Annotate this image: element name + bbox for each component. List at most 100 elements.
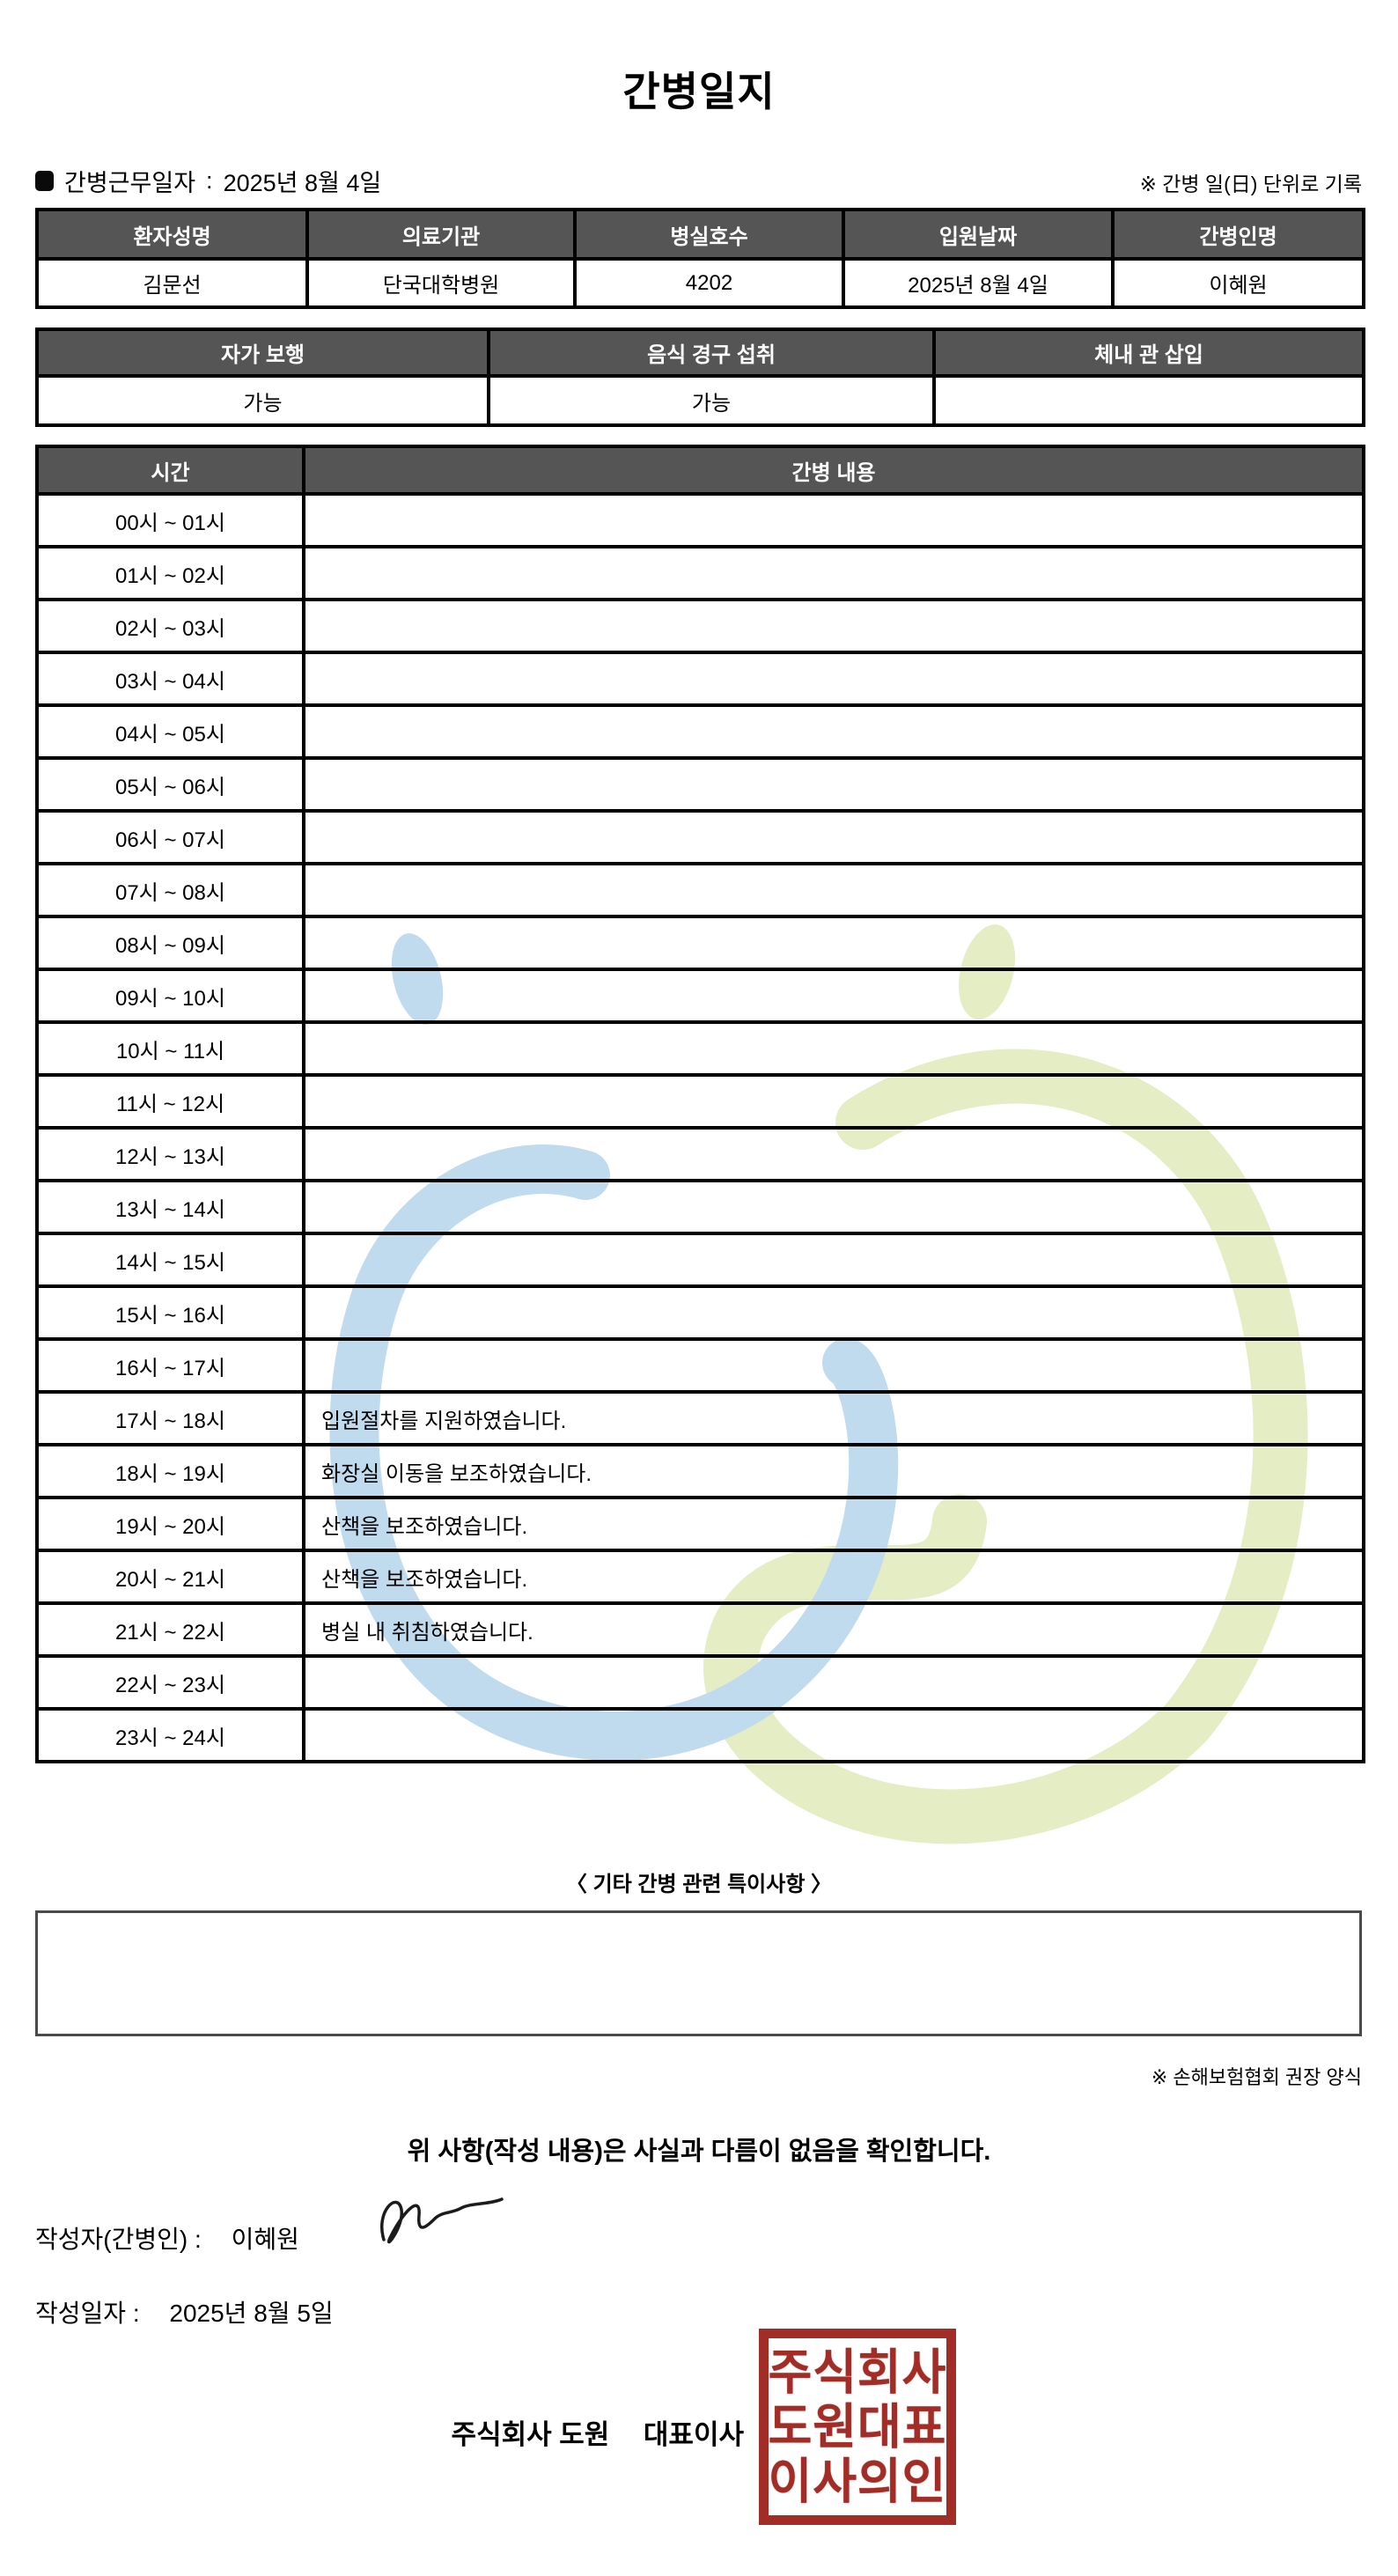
care-content-cell xyxy=(302,1179,1365,1235)
care-content-cell xyxy=(302,492,1365,548)
patient-name-header: 환자성명 xyxy=(35,208,309,261)
care-table-body: 00시 ~ 01시 01시 ~ 02시 02시 ~ 03시 03시 ~ 04시 … xyxy=(35,492,1365,1763)
status-header-row: 자가 보행 음식 경구 섭취 체내 관 삽입 xyxy=(35,328,1365,378)
table-row: 01시 ~ 02시 xyxy=(35,545,1365,601)
time-cell: 14시 ~ 15시 xyxy=(35,1232,305,1288)
admission-date-value: 2025년 8월 4일 xyxy=(842,257,1115,309)
caregiver-name-header: 간병인명 xyxy=(1111,208,1365,261)
care-content-cell xyxy=(302,545,1365,601)
patient-info-table: 환자성명 의료기관 병실호수 입원날짜 간병인명 김문선 단국대학병원 4202… xyxy=(35,208,1365,309)
care-content-cell xyxy=(302,1020,1365,1077)
table-row: 18시 ~ 19시 화장실 이동을 보조하였습니다. xyxy=(35,1443,1365,1499)
care-content-cell xyxy=(302,756,1365,813)
written-date-value: 2025년 8월 5일 xyxy=(169,2300,334,2327)
stamp-line-1: 주식회사 xyxy=(768,2344,947,2400)
table-row: 06시 ~ 07시 xyxy=(35,809,1365,865)
table-row: 19시 ~ 20시 산책을 보조하였습니다. xyxy=(35,1496,1365,1552)
oral-intake-header: 음식 경구 섭취 xyxy=(487,328,936,378)
time-cell: 22시 ~ 23시 xyxy=(35,1654,305,1711)
room-number-value: 4202 xyxy=(573,257,845,309)
medical-institution-value: 단국대학병원 xyxy=(305,257,577,309)
time-cell: 02시 ~ 03시 xyxy=(35,598,305,654)
time-cell: 09시 ~ 10시 xyxy=(35,968,305,1024)
time-cell: 18시 ~ 19시 xyxy=(35,1443,305,1499)
time-cell: 23시 ~ 24시 xyxy=(35,1707,305,1763)
time-cell: 12시 ~ 13시 xyxy=(35,1126,305,1182)
meta-row: 간병근무일자 : 2025년 8월 4일 ※ 간병 일(日) 단위로 기록 xyxy=(35,164,1362,196)
care-content-cell xyxy=(302,598,1365,654)
table-row: 09시 ~ 10시 xyxy=(35,968,1365,1024)
care-header-row: 시간 간병 내용 xyxy=(35,445,1365,496)
time-cell: 07시 ~ 08시 xyxy=(35,862,305,918)
time-cell: 05시 ~ 06시 xyxy=(35,756,305,813)
care-content-cell: 병실 내 취침하였습니다. xyxy=(302,1601,1365,1658)
work-date-colon: : xyxy=(206,167,213,194)
time-cell: 00시 ~ 01시 xyxy=(35,492,305,548)
special-notes-title: 〈 기타 간병 관련 특이사항 〉 xyxy=(565,1873,833,1896)
company-name: 주식회사 도원 xyxy=(451,2419,610,2450)
info-header-row: 환자성명 의료기관 병실호수 입원날짜 간병인명 xyxy=(35,208,1365,261)
table-row: 12시 ~ 13시 xyxy=(35,1126,1365,1182)
ceo-title: 대표이사 xyxy=(643,2419,744,2450)
admission-date-header: 입원날짜 xyxy=(842,208,1115,261)
table-row: 10시 ~ 11시 xyxy=(35,1020,1365,1077)
table-row: 00시 ~ 01시 xyxy=(35,492,1365,548)
care-content-cell: 산책을 보조하였습니다. xyxy=(302,1549,1365,1605)
table-row: 11시 ~ 12시 xyxy=(35,1073,1365,1130)
company-line: 주식회사 도원 대표이사 xyxy=(0,2412,744,2452)
table-row: 23시 ~ 24시 xyxy=(35,1707,1365,1763)
patient-status-table: 자가 보행 음식 경구 섭취 체내 관 삽입 가능 가능 xyxy=(35,328,1365,427)
table-row: 14시 ~ 15시 xyxy=(35,1232,1365,1288)
table-row: 15시 ~ 16시 xyxy=(35,1284,1365,1341)
info-value-row: 김문선 단국대학병원 4202 2025년 8월 4일 이혜원 xyxy=(35,257,1365,309)
tube-insertion-header: 체내 관 삽입 xyxy=(932,328,1365,378)
care-content-cell xyxy=(302,1284,1365,1341)
care-content-cell xyxy=(302,1337,1365,1394)
care-content-cell xyxy=(302,809,1365,865)
table-row: 13시 ~ 14시 xyxy=(35,1179,1365,1235)
care-content-cell xyxy=(302,1707,1365,1763)
time-cell: 16시 ~ 17시 xyxy=(35,1337,305,1394)
time-cell: 15시 ~ 16시 xyxy=(35,1284,305,1341)
writer-name: 이혜원 xyxy=(231,2226,299,2253)
time-cell: 20시 ~ 21시 xyxy=(35,1549,305,1605)
writer-label: 작성자(간병인) xyxy=(35,2226,188,2253)
medical-institution-header: 의료기관 xyxy=(305,208,577,261)
time-cell: 03시 ~ 04시 xyxy=(35,651,305,707)
time-cell: 11시 ~ 12시 xyxy=(35,1073,305,1130)
time-header: 시간 xyxy=(35,445,305,496)
time-cell: 04시 ~ 05시 xyxy=(35,703,305,760)
unit-note: ※ 간병 일(日) 단위로 기록 xyxy=(1139,173,1362,195)
care-content-cell xyxy=(302,651,1365,707)
caregiver-name-value: 이혜원 xyxy=(1111,257,1365,309)
table-row: 08시 ~ 09시 xyxy=(35,915,1365,971)
time-cell: 17시 ~ 18시 xyxy=(35,1390,305,1446)
status-value-row: 가능 가능 xyxy=(35,374,1365,427)
care-content-cell: 산책을 보조하였습니다. xyxy=(302,1496,1365,1552)
caregiver-signature xyxy=(380,2197,504,2244)
work-date-value: 2025년 8월 4일 xyxy=(223,170,382,196)
table-row: 21시 ~ 22시 병실 내 취침하였습니다. xyxy=(35,1601,1365,1658)
care-content-cell: 화장실 이동을 보조하였습니다. xyxy=(302,1443,1365,1499)
time-cell: 01시 ~ 02시 xyxy=(35,545,305,601)
stamp-line-3: 이사의인 xyxy=(768,2454,947,2509)
self-walking-value: 가능 xyxy=(35,374,490,427)
confirmation-statement: 위 사항(작성 내용)은 사실과 다름이 없음을 확인합니다. xyxy=(407,2138,991,2166)
table-row: 22시 ~ 23시 xyxy=(35,1654,1365,1711)
time-cell: 06시 ~ 07시 xyxy=(35,809,305,865)
written-date-line: 작성일자 : 2025년 8월 5일 xyxy=(35,2294,334,2329)
table-row: 05시 ~ 06시 xyxy=(35,756,1365,813)
table-row: 20시 ~ 21시 산책을 보조하였습니다. xyxy=(35,1549,1365,1605)
care-content-cell xyxy=(302,1073,1365,1130)
table-row: 16시 ~ 17시 xyxy=(35,1337,1365,1394)
table-row: 02시 ~ 03시 xyxy=(35,598,1365,654)
work-date-line: 간병근무일자 : 2025년 8월 4일 xyxy=(35,164,381,198)
time-cell: 10시 ~ 11시 xyxy=(35,1020,305,1077)
table-row: 04시 ~ 05시 xyxy=(35,703,1365,760)
written-date-label: 작성일자 xyxy=(35,2300,127,2327)
care-content-cell xyxy=(302,1126,1365,1182)
corporate-seal-stamp: 주식회사 도원대표 이사의인 xyxy=(759,2329,956,2525)
table-row: 17시 ~ 18시 입원절차를 지원하였습니다. xyxy=(35,1390,1365,1446)
written-date-colon: : xyxy=(132,2300,140,2327)
time-cell: 13시 ~ 14시 xyxy=(35,1179,305,1235)
